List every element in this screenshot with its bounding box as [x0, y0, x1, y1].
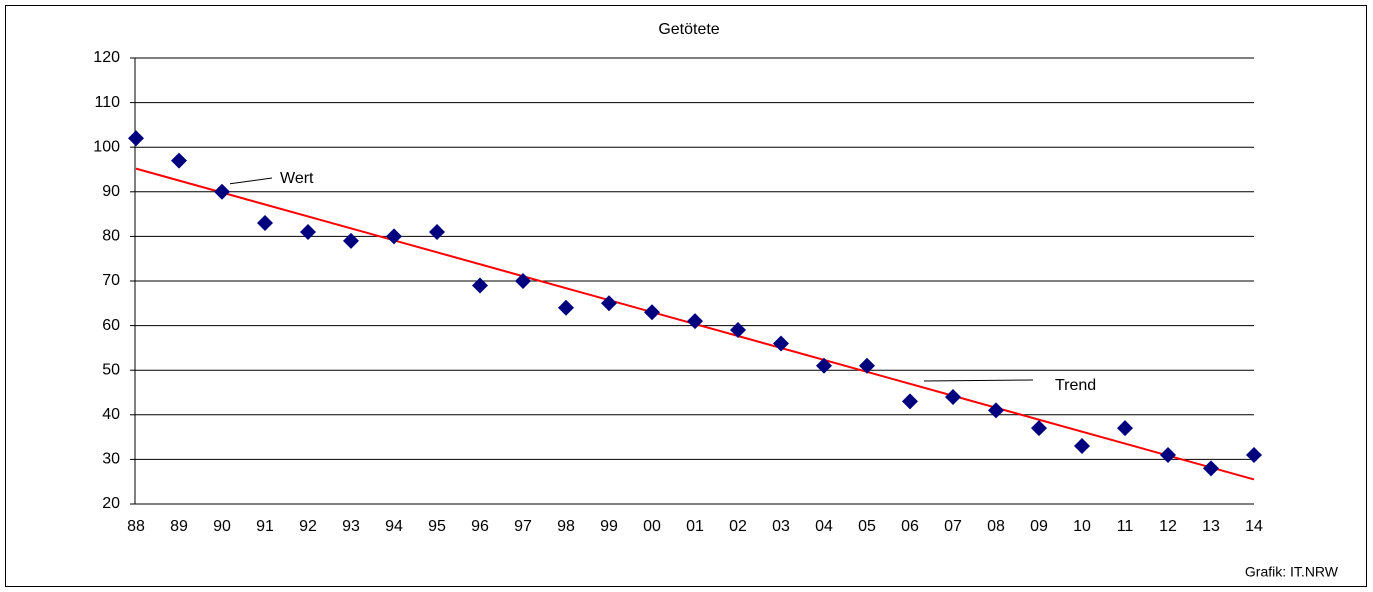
x-tick-label: 98 — [557, 518, 575, 535]
y-tick-label: 40 — [102, 406, 120, 423]
y-tick-label: 50 — [102, 361, 120, 378]
x-tick-label: 10 — [1073, 518, 1091, 535]
marker — [214, 183, 230, 200]
trend-label: Trend — [1055, 377, 1096, 394]
marker — [257, 215, 273, 232]
y-tick-label: 80 — [102, 228, 120, 245]
marker — [730, 322, 746, 339]
x-tick-label: 96 — [471, 518, 489, 535]
marker — [816, 357, 832, 374]
x-tick-label: 07 — [944, 518, 962, 535]
x-tick-label: 06 — [901, 518, 919, 535]
marker — [644, 304, 660, 321]
marker — [1117, 420, 1133, 437]
credit: Grafik: IT.NRW — [1245, 564, 1339, 580]
y-tick-label: 30 — [102, 451, 120, 468]
marker — [386, 228, 402, 245]
x-tick-label: 89 — [170, 518, 188, 535]
marker — [171, 152, 187, 169]
x-tick-label: 08 — [987, 518, 1005, 535]
marker — [945, 388, 961, 405]
y-tick-label: 70 — [102, 272, 120, 289]
x-tick-label: 00 — [643, 518, 661, 535]
marker — [773, 335, 789, 352]
chart-border — [5, 5, 1367, 587]
marker — [1160, 446, 1176, 463]
marker — [1246, 446, 1262, 463]
x-tick-label: 95 — [428, 518, 446, 535]
x-tick-label: 88 — [127, 518, 145, 535]
x-tick-label: 93 — [342, 518, 360, 535]
x-tick-label: 90 — [213, 518, 231, 535]
x-tick-label: 94 — [385, 518, 403, 535]
y-tick-label: 90 — [102, 183, 120, 200]
marker — [515, 273, 531, 289]
x-tick-label: 13 — [1202, 518, 1220, 535]
marker — [601, 295, 617, 312]
marker — [128, 130, 144, 147]
marker — [343, 232, 359, 249]
x-tick-label: 05 — [858, 518, 876, 535]
x-tick-label: 02 — [729, 518, 747, 535]
marker — [300, 223, 316, 240]
marker — [429, 223, 445, 240]
x-tick-label: 03 — [772, 518, 790, 535]
leader-line — [229, 177, 273, 185]
marker — [1074, 438, 1090, 455]
x-tick-label: 97 — [514, 518, 532, 535]
leader-line — [923, 379, 1034, 382]
x-tick-label: 09 — [1030, 518, 1048, 535]
marker — [859, 357, 875, 374]
x-tick-label: 12 — [1159, 518, 1177, 535]
chart-title: Getötete — [658, 21, 719, 38]
x-tick-label: 01 — [686, 518, 704, 535]
marker — [1031, 420, 1047, 437]
y-tick-label: 100 — [93, 138, 120, 155]
marker — [902, 393, 918, 410]
marker — [988, 402, 1004, 419]
y-tick-label: 60 — [102, 317, 120, 334]
x-tick-label: 11 — [1117, 518, 1134, 535]
x-tick-label: 92 — [299, 518, 317, 535]
y-tick-label: 110 — [94, 94, 120, 111]
x-tick-label: 04 — [815, 518, 833, 535]
x-tick-label: 99 — [600, 518, 618, 535]
series-label: Wert — [280, 170, 314, 187]
x-tick-label: 91 — [256, 518, 274, 535]
marker — [558, 299, 574, 316]
marker — [1203, 460, 1219, 477]
x-tick-label: 14 — [1245, 518, 1263, 535]
marker — [687, 313, 703, 330]
y-tick-label: 120 — [93, 49, 120, 66]
marker — [472, 277, 488, 294]
y-tick-label: 20 — [102, 495, 120, 512]
